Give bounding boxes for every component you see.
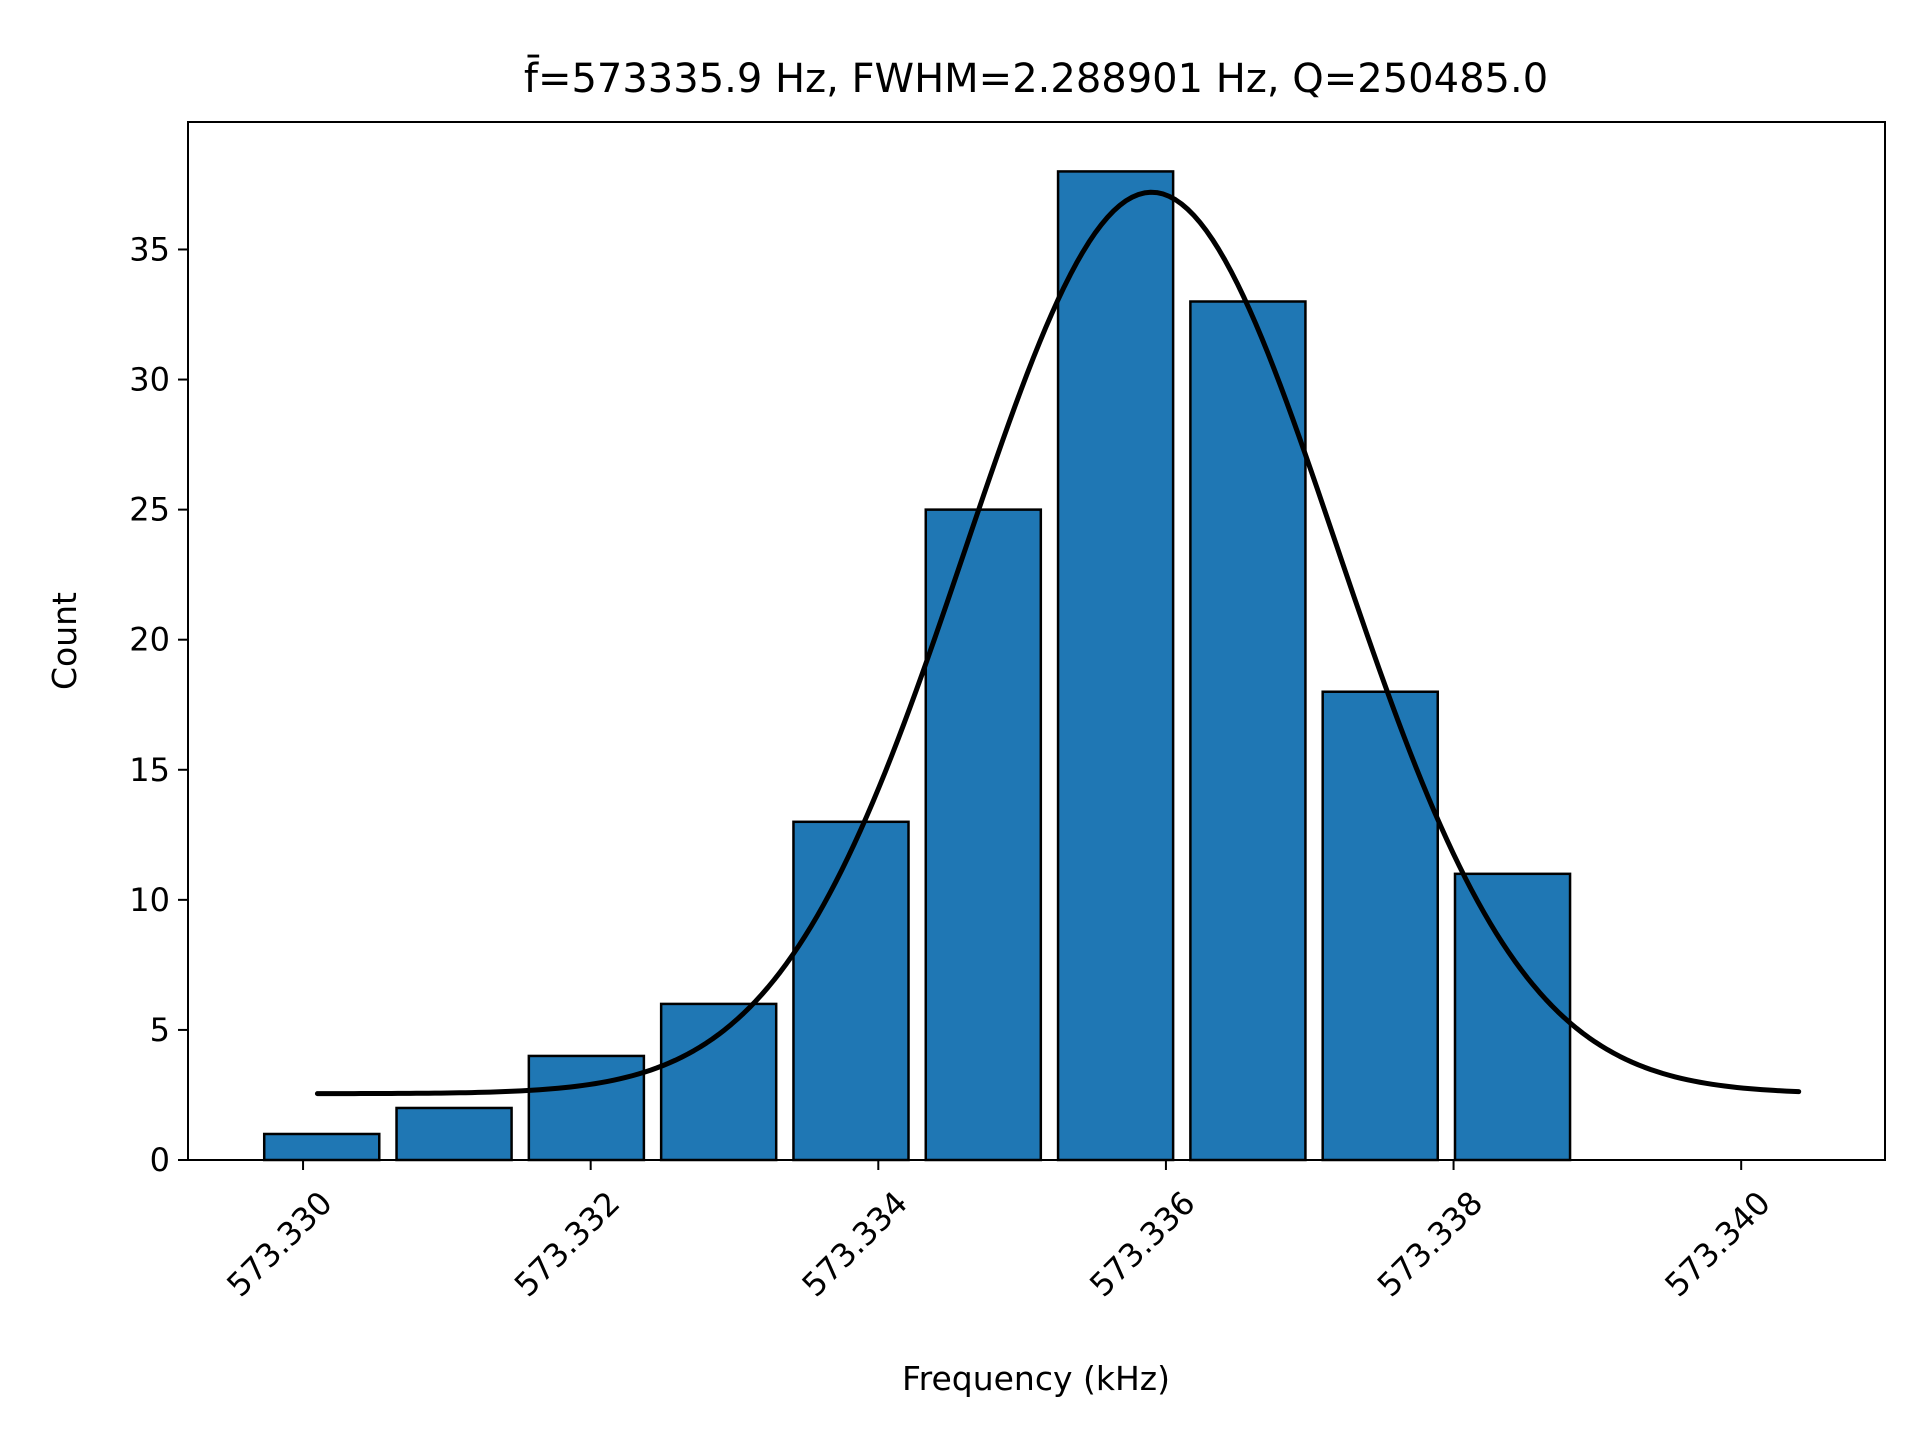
bars-layer <box>262 170 1572 1162</box>
x-axis-label: Frequency (kHz) <box>902 1359 1170 1398</box>
y-axis-ticks: 0 5 10 15 20 25 30 35 <box>129 230 188 1179</box>
bar-8 <box>1321 690 1439 1162</box>
y-tick-label-2: 10 <box>129 881 170 919</box>
bar-7 <box>1189 300 1307 1162</box>
y-tick-label-4: 20 <box>129 621 170 659</box>
bar-1 <box>395 1106 513 1162</box>
y-tick-label-1: 5 <box>150 1011 170 1049</box>
y-tick-label-3: 15 <box>129 751 170 789</box>
bar-3 <box>659 1002 778 1162</box>
y-axis-label: Count <box>45 592 84 690</box>
bar-0 <box>262 1132 381 1162</box>
bar-6 <box>1056 170 1175 1162</box>
fit-curve-layer <box>314 189 1802 1097</box>
plot-frame <box>187 121 1886 1161</box>
bar-9 <box>1453 872 1572 1162</box>
fit-curve <box>314 189 1802 1097</box>
chart-title: f̄=573335.9 Hz, FWHM=2.288901 Hz, Q=2504… <box>524 54 1548 102</box>
y-tick-label-6: 30 <box>129 361 170 399</box>
y-tick-label-5: 25 <box>129 491 170 529</box>
y-tick-label-0: 0 <box>150 1141 170 1179</box>
y-tick-label-7: 35 <box>129 230 170 268</box>
bar-4 <box>792 820 910 1162</box>
bar-2 <box>527 1054 646 1162</box>
